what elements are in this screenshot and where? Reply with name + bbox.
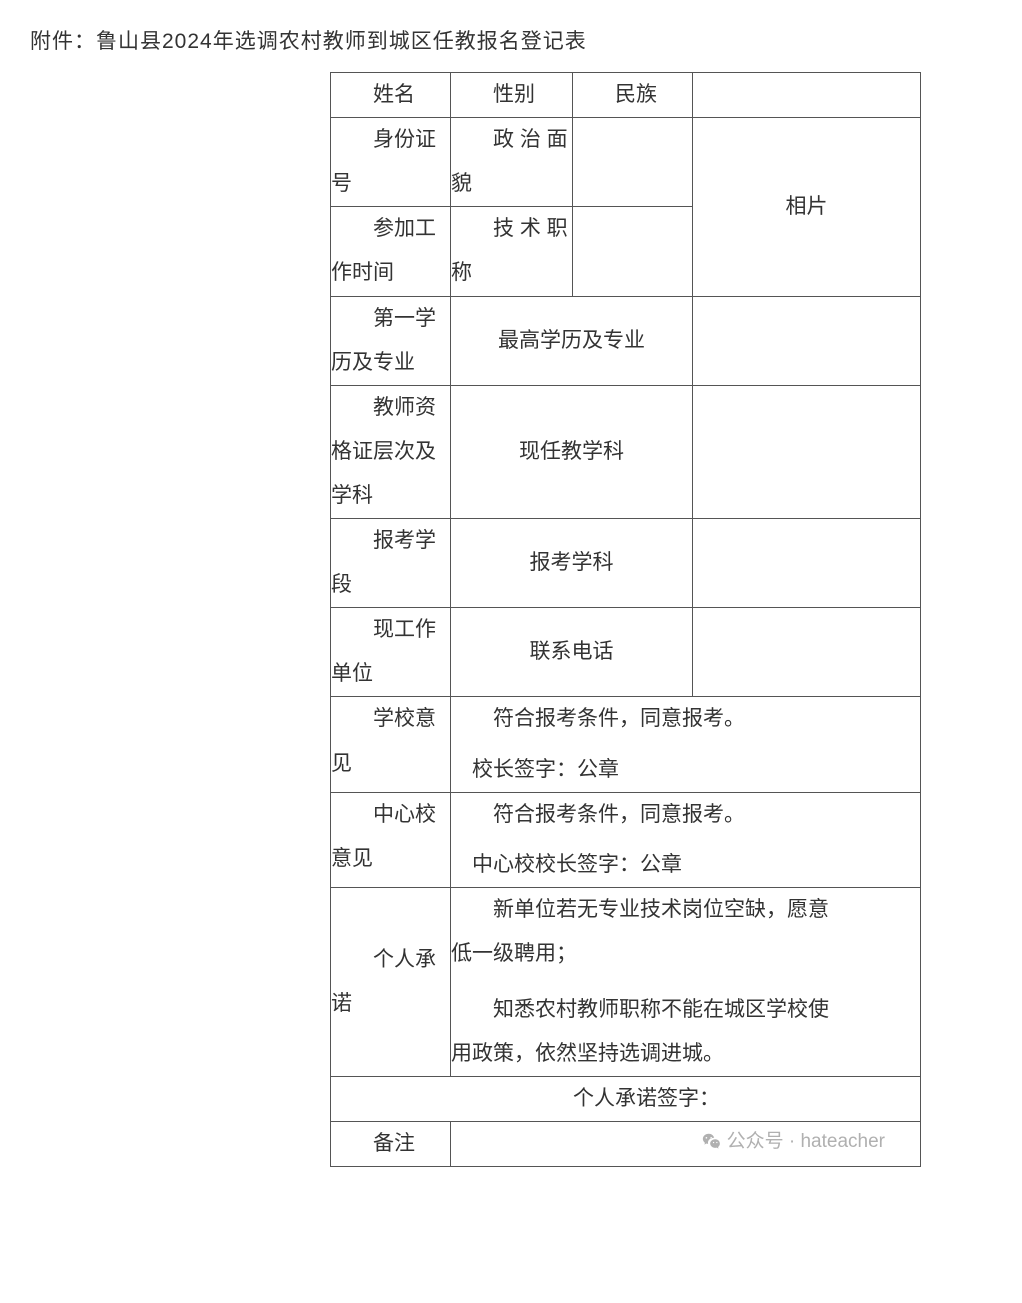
watermark-text: 公众号 · hateacher	[727, 1122, 885, 1162]
phone-value	[693, 608, 921, 697]
id-label-l1: 身份证	[331, 118, 450, 162]
remarks-value: 公众号 · hateacher	[451, 1122, 921, 1167]
cert-label: 教师资 格证层次及 学科	[331, 385, 451, 518]
work-date-label: 参加工 作时间	[331, 207, 451, 296]
commit-t1-l2: 低一级聘用；	[451, 932, 920, 976]
id-number-label: 身份证 号	[331, 118, 451, 207]
tech-title-l1: 技 术 职	[451, 207, 572, 251]
center-school-opinion-label: 中心校 意见	[331, 792, 451, 887]
school-op-text1: 符合报考条件，同意报考。	[451, 697, 920, 741]
school-op-l1: 学校意	[331, 697, 450, 741]
tech-title-label: 技 术 职 称	[451, 207, 573, 296]
ethnicity-label: 民族	[573, 73, 693, 118]
work-date-l1: 参加工	[331, 207, 450, 251]
first-edu-label: 第一学 历及专业	[331, 296, 451, 385]
cert-l1: 教师资	[331, 386, 450, 430]
first-edu-l2: 历及专业	[331, 341, 450, 385]
attachment-title: 附件：鲁山县2024年选调农村教师到城区任教报名登记表	[30, 20, 992, 64]
remarks-label: 备注	[331, 1122, 451, 1167]
center-op-l1: 中心校	[331, 793, 450, 837]
wechat-icon	[701, 1131, 723, 1153]
commitment-content: 新单位若无专业技术岗位空缺，愿意 低一级聘用； 知悉农村教师职称不能在城区学校使…	[451, 887, 921, 1076]
apply-level-l1: 报考学	[331, 519, 450, 563]
work-date-l2: 作时间	[331, 251, 450, 295]
phone-label: 联系电话	[451, 608, 693, 697]
apply-subject-label: 报考学科	[451, 519, 693, 608]
name-label: 姓名	[331, 73, 451, 118]
watermark: 公众号 · hateacher	[701, 1122, 885, 1162]
commit-l1: 个人承	[331, 938, 450, 982]
school-op-l2: 见	[331, 742, 450, 786]
id-label-l2: 号	[331, 162, 450, 206]
center-op-text1: 符合报考条件，同意报考。	[451, 793, 920, 837]
commit-t2-l2: 用政策，依然坚持选调进城。	[451, 1032, 920, 1076]
center-op-l2: 意见	[331, 837, 450, 881]
politics-l1: 政 治 面	[451, 118, 572, 162]
first-edu-l1: 第一学	[331, 297, 450, 341]
center-school-opinion-content: 符合报考条件，同意报考。 中心校校长签字：公章	[451, 792, 921, 887]
workplace-l2: 单位	[331, 652, 450, 696]
signature-row: 个人承诺签字：	[331, 1077, 921, 1122]
politics-l2: 貌	[451, 162, 572, 206]
tech-title-l2: 称	[451, 251, 572, 295]
gender-label: 性别	[451, 73, 573, 118]
politics-value	[573, 118, 693, 207]
ethnicity-value	[693, 73, 921, 118]
center-op-text2: 中心校校长签字：公章	[451, 843, 920, 887]
photo-cell: 相片	[693, 118, 921, 296]
cert-l2: 格证层次及	[331, 430, 450, 474]
cert-l3: 学科	[331, 474, 450, 518]
commit-t1-l1: 新单位若无专业技术岗位空缺，愿意	[451, 888, 920, 932]
commit-l2: 诺	[331, 982, 450, 1026]
workplace-l1: 现工作	[331, 608, 450, 652]
teaching-subject-value	[693, 385, 921, 518]
highest-edu-label: 最高学历及专业	[451, 296, 693, 385]
school-op-text2: 校长签字：公章	[451, 748, 920, 792]
school-opinion-label: 学校意 见	[331, 697, 451, 792]
apply-level-l2: 段	[331, 563, 450, 607]
highest-edu-value	[693, 296, 921, 385]
commit-t2-l1: 知悉农村教师职称不能在城区学校使	[451, 988, 920, 1032]
teaching-subject-label: 现任教学科	[451, 385, 693, 518]
apply-subject-value	[693, 519, 921, 608]
registration-form-table: 姓名 性别 民族 身份证 号 政 治 面 貌 相片 参加工 作时间 技 术 职 …	[330, 72, 921, 1167]
politics-label: 政 治 面 貌	[451, 118, 573, 207]
commitment-label: 个人承 诺	[331, 887, 451, 1076]
tech-title-value	[573, 207, 693, 296]
school-opinion-content: 符合报考条件，同意报考。 校长签字：公章	[451, 697, 921, 792]
workplace-label: 现工作 单位	[331, 608, 451, 697]
apply-level-label: 报考学 段	[331, 519, 451, 608]
